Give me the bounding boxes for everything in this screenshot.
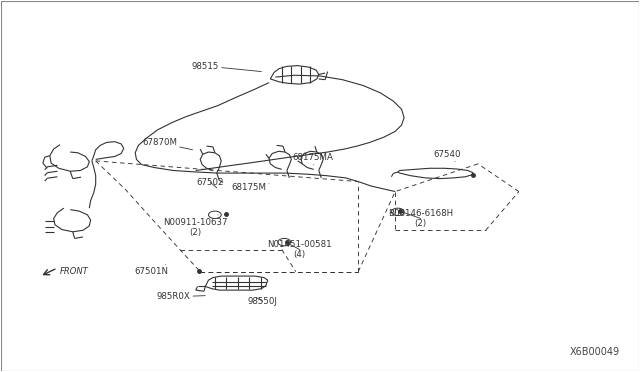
Text: N00911-10637
(2): N00911-10637 (2) bbox=[163, 215, 228, 237]
Text: 67540: 67540 bbox=[434, 150, 461, 161]
Text: 98550J: 98550J bbox=[248, 297, 278, 306]
Text: 67502: 67502 bbox=[196, 178, 224, 188]
Text: 98515: 98515 bbox=[191, 61, 261, 71]
Text: FRONT: FRONT bbox=[60, 267, 89, 276]
Text: 67501N: 67501N bbox=[135, 264, 169, 276]
Text: N01451-00581
(4): N01451-00581 (4) bbox=[268, 240, 332, 259]
Text: B08146-6168H
(2): B08146-6168H (2) bbox=[388, 209, 453, 228]
Text: 68175MA: 68175MA bbox=[292, 153, 333, 164]
Text: X6B00049: X6B00049 bbox=[570, 347, 620, 357]
Text: 68175M: 68175M bbox=[231, 183, 269, 192]
Text: 985R0X: 985R0X bbox=[157, 292, 205, 301]
Text: 67870M: 67870M bbox=[142, 138, 193, 150]
